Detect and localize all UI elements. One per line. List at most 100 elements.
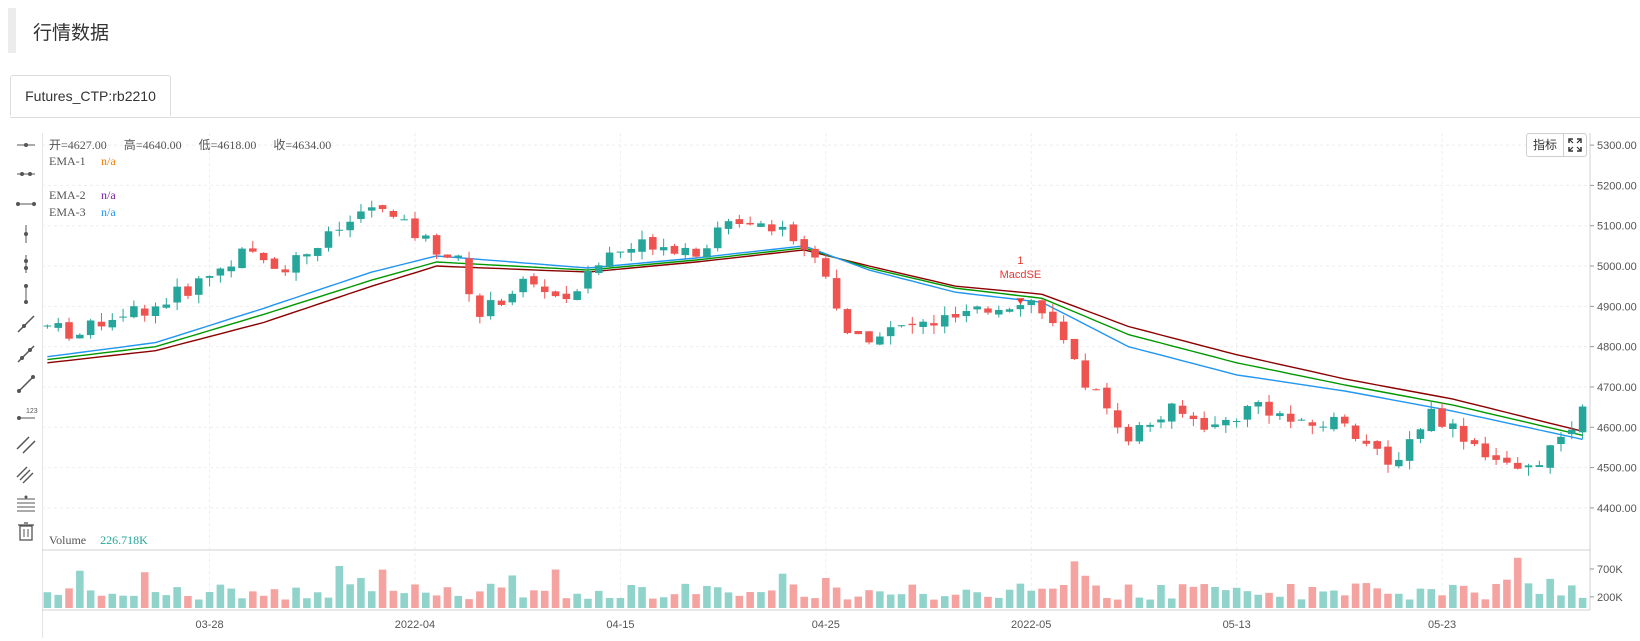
candle-body [486,300,495,317]
drawing-toolbar: 123 [10,133,43,638]
chart-controls: 指标 [1526,133,1588,157]
candle [540,279,549,299]
horizontal-line-icon[interactable] [14,192,38,216]
candle-body [1016,305,1025,310]
candle [778,220,787,237]
candle-body [1362,440,1371,444]
candle [1059,315,1068,344]
volume-bar [378,569,387,608]
candle [1146,422,1154,433]
candle [659,238,668,256]
candle-body [65,322,73,339]
candle [486,291,495,320]
candle [1178,400,1187,418]
price-line-icon[interactable]: 123 [14,402,38,426]
candle [865,331,873,345]
candle [1189,412,1198,427]
volume-bar [1049,588,1057,608]
candle [65,317,73,341]
volume-bar [1157,585,1165,608]
candle [1535,460,1544,468]
price-axis[interactable]: 5300.00 5200.00 5100.00 5000.00 4900.00 4800.… [1590,140,1637,515]
volume-bar [508,575,517,608]
volume-bar [1503,579,1511,608]
volume-bar [1167,598,1176,608]
time-axis[interactable]: 03-28 2022-04 04-15 04-25 2022-05 05-13 05-23 [196,619,1457,631]
candle [313,247,322,262]
vertical-segment-icon[interactable] [14,252,38,276]
trend-segment-icon[interactable] [14,342,38,366]
volume-tick-label: 700K [1597,564,1623,576]
candle-body [508,293,517,303]
candle-body [184,286,192,296]
candle [843,308,852,335]
candle [432,233,441,259]
candle-body [1297,419,1306,421]
volume-bar [1340,595,1349,608]
price-tick-label: 5100.00 [1597,221,1637,233]
ray-line-icon[interactable] [14,312,38,336]
volume-bar [65,588,73,608]
volume-bar [1319,591,1327,608]
fullscreen-icon[interactable] [1564,134,1586,156]
volume-bar [1546,578,1554,608]
trash-icon[interactable] [14,519,38,543]
candle [238,247,246,269]
tab-strip: Futures_CTP:rb2210 [10,75,1640,118]
volume-axis[interactable]: 700K 200K [1590,564,1623,604]
price-channel-icon[interactable] [14,462,38,486]
candle-body [767,224,776,232]
candle [86,318,95,339]
candle [1038,299,1046,319]
indicator-button[interactable]: 指标 [1527,134,1565,156]
candle [292,252,300,281]
volume-bar [1427,589,1436,608]
volume-bar [681,583,690,608]
volume-bar [562,598,571,608]
candle [303,253,311,265]
candle-body [270,258,279,269]
horizontal-segment-icon[interactable] [14,162,38,186]
volume-bar [443,587,452,608]
candle [1103,382,1111,415]
tab-symbol[interactable]: Futures_CTP:rb2210 [10,75,171,116]
volume-bar [1005,589,1014,608]
horizontal-ray-icon[interactable] [14,133,38,157]
volume-bar [140,572,149,608]
candle [984,306,992,315]
candle [951,306,960,323]
ema-line-ema-1 [47,249,1583,432]
candle-body [249,248,257,252]
ohlc-open: 开=4627.00 [49,138,107,152]
candle [497,298,506,307]
candle-body [216,268,225,276]
vertical-line-icon[interactable] [14,282,38,306]
candle [735,214,744,228]
volume-legend: Volume 226.718K [49,533,148,547]
candle-body [876,336,884,345]
candle-body [605,252,614,267]
candle-body [746,222,754,225]
volume-bar [1384,593,1392,608]
vertical-ray-icon[interactable] [14,222,38,246]
candle-body [54,323,63,328]
volume-bar [97,595,106,608]
candle [1470,438,1479,447]
candle [1384,440,1392,473]
straight-line-icon[interactable] [14,372,38,396]
candle-body [897,325,906,327]
candle-body [627,248,635,253]
parallel-channel-icon[interactable] [14,432,38,456]
volume-tick-label: 200K [1597,592,1623,604]
volume-bar [1362,583,1371,608]
price-tick-label: 5200.00 [1597,180,1637,192]
price-tick-label: 4800.00 [1597,342,1637,354]
volume-bar [422,592,430,608]
volume-bar [389,590,398,608]
volume-bar [573,593,581,608]
candle [1092,388,1100,391]
fibonacci-icon[interactable] [14,492,38,516]
time-tick-label: 03-28 [196,619,224,631]
volume-bar [1470,592,1479,608]
